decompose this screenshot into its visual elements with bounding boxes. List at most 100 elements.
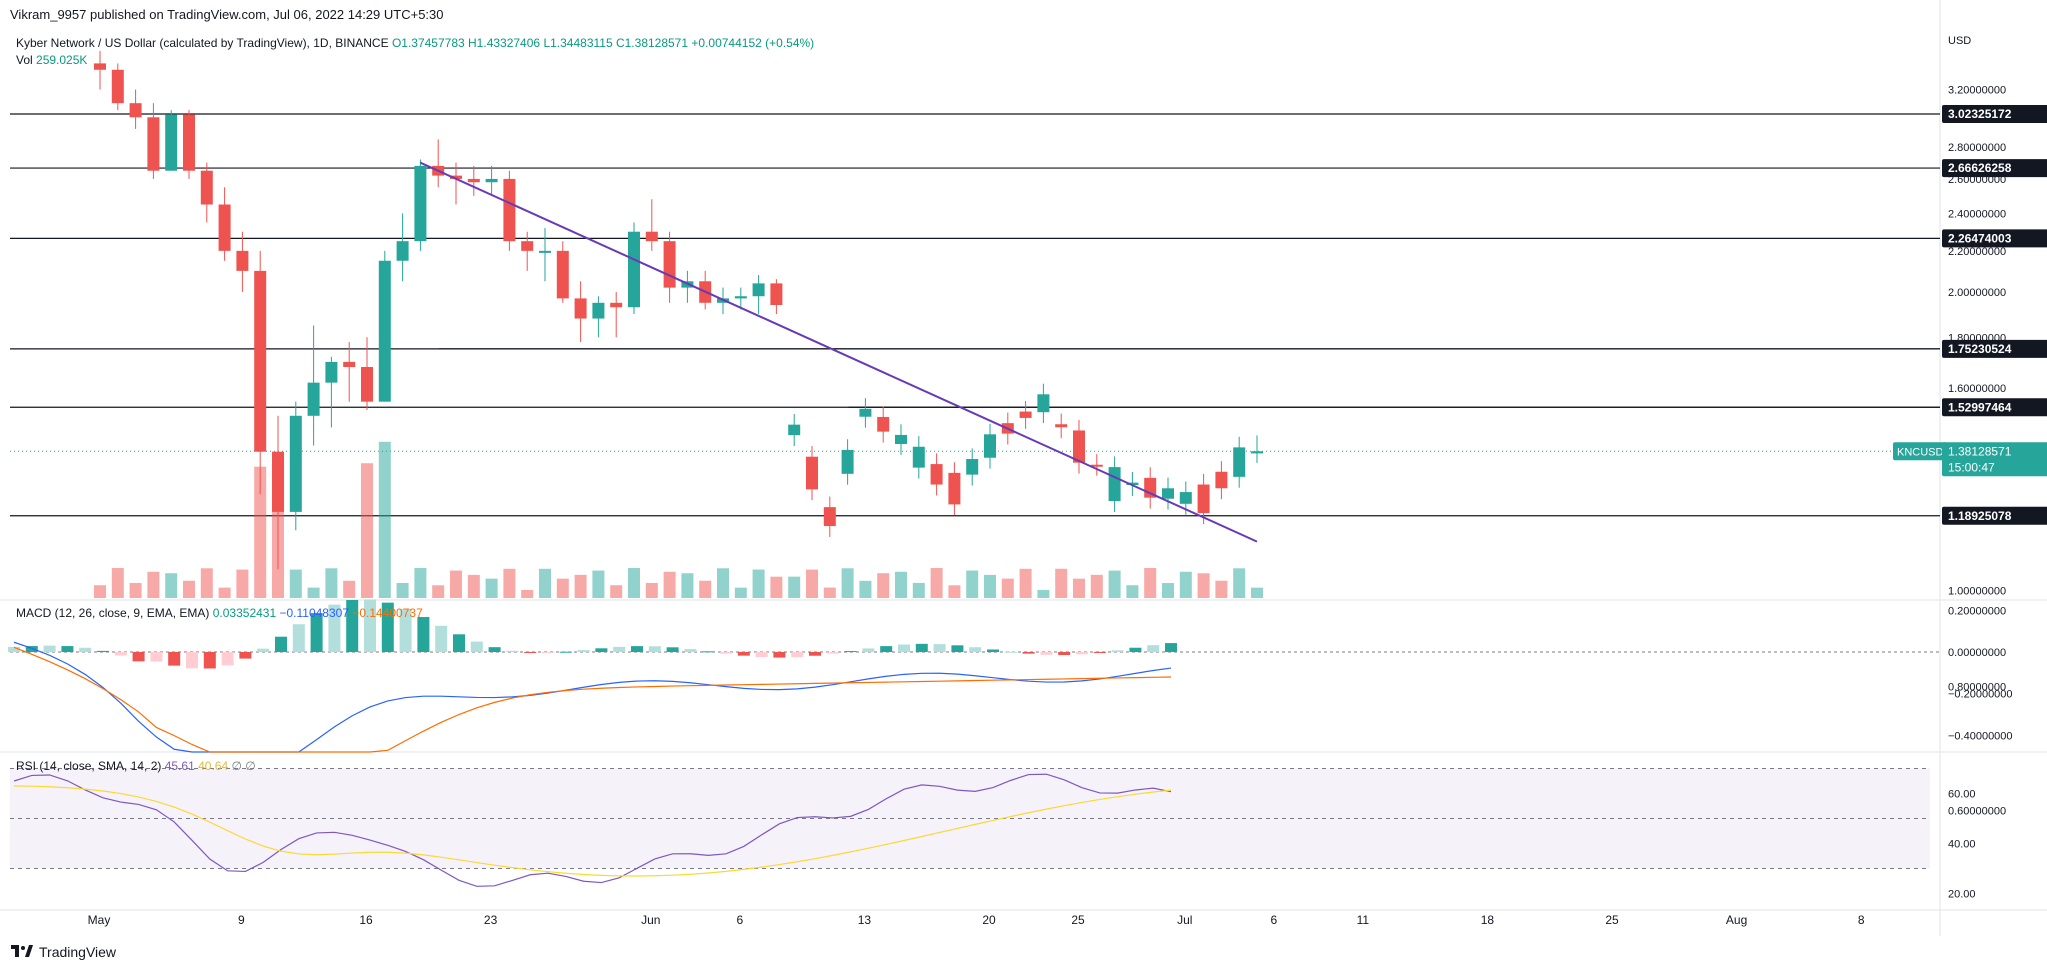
macd-histogram-bar (203, 652, 216, 669)
macd-histogram-bar (114, 652, 127, 656)
candle-body (1055, 424, 1068, 428)
candle-body (1073, 430, 1085, 463)
volume-bar (1126, 585, 1139, 598)
macd-histogram-bar (417, 617, 430, 652)
candle-body (610, 302, 623, 308)
macd-histogram-bar (559, 651, 572, 653)
volume-bar (236, 569, 249, 598)
time-axis-label: 11 (1357, 913, 1370, 927)
tradingview-logo[interactable]: TradingView (11, 944, 116, 960)
volume-bar (1019, 568, 1032, 598)
current-price-tag (1942, 442, 2047, 477)
candle-body (966, 459, 979, 475)
countdown-label: 15:00:47 (1948, 460, 1995, 474)
volume-bar (1108, 570, 1121, 598)
volume-bar (1073, 578, 1085, 598)
chart-canvas[interactable]: USD3.200000002.800000002.600000002.40000… (0, 0, 2047, 936)
candle-body (895, 434, 907, 444)
level-tag (1942, 159, 2047, 178)
candle-body (1179, 492, 1192, 504)
volume-bar (1037, 589, 1050, 598)
macd-histogram-bar (666, 647, 679, 652)
volume-bar (912, 582, 925, 598)
volume-bar (485, 578, 498, 598)
candle-body (254, 270, 267, 452)
candle-body (503, 178, 516, 242)
macd-histogram-bar (648, 646, 661, 652)
volume-bar (1179, 571, 1192, 598)
time-axis-label: 16 (359, 913, 373, 927)
volume-bar (1162, 583, 1174, 598)
candle-body (111, 69, 124, 104)
candle-body (1090, 464, 1103, 467)
macd-histogram-bar (951, 645, 964, 652)
level-tag-label: 1.52997464 (1948, 400, 2012, 414)
volume-bar (467, 574, 480, 598)
volume-bar (129, 582, 142, 598)
time-axis-label: 20 (982, 913, 996, 927)
symbol-tag-label: KNCUSD (1897, 446, 1944, 458)
legend-close: C1.38128571 (615, 36, 689, 50)
macd-signal-value: −0.14400737 (352, 606, 423, 620)
volume-bar (503, 568, 516, 598)
volume-bar (610, 585, 623, 598)
macd-histogram-bar (221, 652, 234, 666)
volume-bar (628, 568, 640, 598)
volume-bar (895, 571, 907, 598)
macd-histogram-bar (488, 647, 501, 652)
candle-body (556, 250, 569, 299)
candle-body (841, 449, 854, 474)
volume-bar (289, 569, 302, 598)
volume-bar (1197, 573, 1210, 598)
level-tag-label: 2.26474003 (1948, 231, 2012, 245)
macd-histogram-bar (987, 649, 999, 652)
volume-label: Vol (16, 53, 33, 67)
rsi-axis-tick: 20.00 (1948, 889, 1976, 901)
candle-body (984, 434, 996, 458)
volume-legend: Vol 259.025K (16, 53, 87, 67)
macd-histogram-bar (702, 651, 715, 653)
volume-bar (1144, 568, 1157, 598)
legend-open: O1.37457783 (391, 36, 465, 50)
legend-low: L1.34483115 (543, 36, 613, 50)
macd-axis-tick: 0.00000000 (1948, 647, 2006, 659)
macd-histogram-bar (613, 646, 626, 652)
rsi-ma-line (13, 785, 1172, 877)
level-tag-label: 2.66626258 (1948, 161, 2012, 175)
macd-histogram-bar (435, 625, 448, 652)
candle-body (752, 283, 765, 297)
macd-histogram-bar (275, 636, 287, 652)
macd-histogram-bar (826, 652, 839, 654)
macd-histogram-bar (844, 651, 857, 653)
time-axis-label: 6 (736, 913, 743, 927)
time-axis-label: 8 (1858, 913, 1865, 927)
rsi-pane (13, 773, 1172, 887)
price-axis-tick: 2.40000000 (1948, 208, 2006, 220)
price-axis-tick: 0.80000000 (1948, 682, 2006, 694)
candle-body (414, 165, 427, 242)
candle-body (663, 241, 676, 288)
macd-histogram-bar (97, 650, 109, 652)
volume-bar (1090, 574, 1103, 598)
macd-histogram-bar (1076, 652, 1088, 655)
candle-body (592, 302, 605, 319)
macd-histogram-bar (1004, 651, 1017, 653)
macd-histogram-bar (257, 648, 270, 652)
volume-bar (432, 585, 445, 598)
macd-histogram-bar (1040, 652, 1053, 655)
level-tag (1942, 339, 2047, 358)
time-axis[interactable]: May 9 16 23 Jun 6 13 20 25 Jul 6 11 18 25 Aug 8 (88, 913, 1865, 927)
time-axis-label: May (88, 913, 111, 927)
price-axis-tick: 0.60000000 (1948, 805, 2006, 817)
candle-body (236, 250, 249, 271)
macd-histogram-bar (631, 646, 643, 652)
volume-bar (930, 568, 943, 598)
candle-body (129, 103, 142, 118)
level-tag-label: 1.18925078 (1948, 509, 2012, 523)
time-axis-label: Jul (1177, 913, 1192, 927)
trendline[interactable] (419, 161, 1258, 543)
price-axis-currency: USD (1948, 35, 1971, 47)
macd-histogram-bar (43, 645, 56, 652)
candle-body (147, 117, 160, 171)
volume-bar (770, 576, 783, 598)
